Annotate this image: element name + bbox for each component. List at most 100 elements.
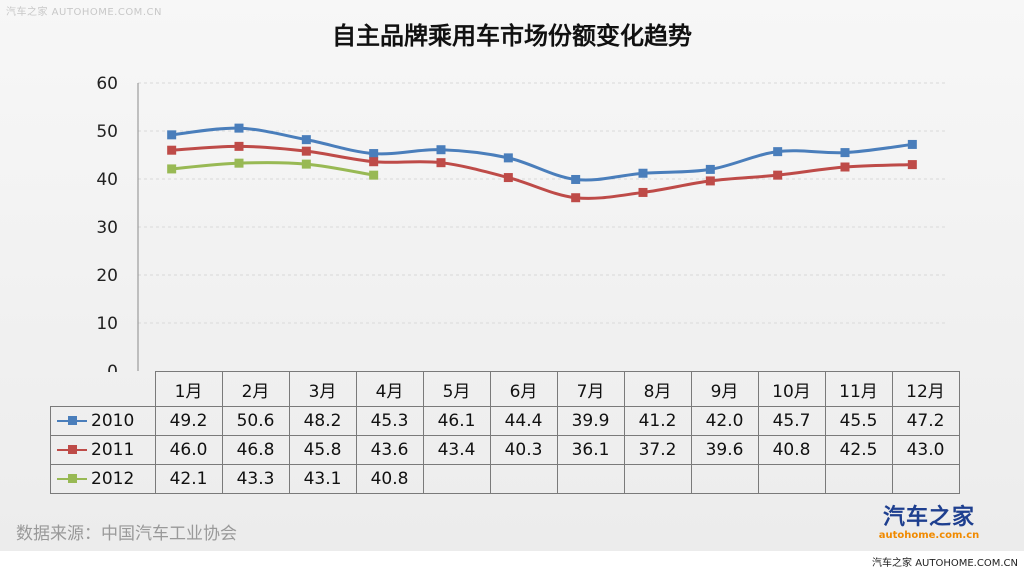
- data-label: [891, 464, 960, 494]
- data-label: [623, 464, 692, 494]
- data-label: 45.5: [824, 406, 893, 436]
- autohome-logo: 汽车之家 autohome.com.cn: [874, 506, 984, 542]
- data-label: 46.8: [221, 435, 290, 465]
- logo-text-cn: 汽车之家: [882, 505, 975, 530]
- data-table: 1月 2月 3月 4月 5月 6月 7月 8月 9月 10月 11月 12月 2010 49.2 50.6 4…: [50, 371, 960, 494]
- chart-title: 自主品牌乘用车市场份额变化趋势: [332, 22, 692, 50]
- data-label: 40.3: [489, 435, 558, 465]
- data-label: [422, 464, 491, 494]
- data-label: 43.3: [221, 464, 290, 494]
- data-point-2012: [301, 159, 311, 169]
- y-tick-label: 30: [96, 218, 118, 238]
- category-label: 2月: [221, 371, 290, 407]
- data-label: [690, 464, 759, 494]
- data-label: 46.0: [154, 435, 223, 465]
- data-point-2011: [436, 158, 446, 168]
- data-label: 42.0: [690, 406, 759, 436]
- data-label: 41.2: [623, 406, 692, 436]
- footer-watermark: 汽车之家 AUTOHOME.COM.CN: [872, 558, 1018, 569]
- data-label: 42.1: [154, 464, 223, 494]
- source-note: 数据来源：中国汽车工业协会: [16, 524, 237, 544]
- data-label: [824, 464, 893, 494]
- data-label: 39.6: [690, 435, 759, 465]
- y-tick-label: 60: [96, 74, 118, 94]
- line-chart: 0 10 20 30 40 50 60: [96, 74, 946, 372]
- data-label: 43.0: [891, 435, 960, 465]
- data-label: 48.2: [288, 406, 357, 436]
- legend-swatch: [57, 445, 87, 454]
- data-label: 47.2: [891, 406, 960, 436]
- data-label: 37.2: [623, 435, 692, 465]
- data-point-2011: [773, 170, 783, 180]
- category-label: 8月: [623, 371, 692, 407]
- data-point-2011: [705, 176, 715, 186]
- data-label: 36.1: [556, 435, 625, 465]
- category-label: 9月: [690, 371, 759, 407]
- table-row: 2010 49.2 50.6 48.2 45.3 46.1 44.4 39.9 41.2 42.0…: [50, 406, 960, 436]
- data-point-2011: [301, 146, 311, 156]
- data-label: 40.8: [757, 435, 826, 465]
- logo-text-en: autohome.com.cn: [878, 530, 980, 541]
- data-label: 43.4: [422, 435, 491, 465]
- data-point-2010: [907, 139, 917, 149]
- data-label: 43.6: [355, 435, 424, 465]
- category-label: 7月: [556, 371, 625, 407]
- category-label: 6月: [489, 371, 558, 407]
- data-label: [556, 464, 625, 494]
- data-point-2010: [638, 168, 648, 178]
- legend-entry: 2012: [50, 464, 156, 494]
- data-point-2011: [638, 187, 648, 197]
- legend-entry: 2010: [50, 406, 156, 436]
- data-point-2011: [503, 173, 513, 183]
- series-line-2012: [171, 161, 374, 177]
- table-corner: [50, 371, 156, 407]
- series-line-2010: [171, 126, 913, 182]
- data-point-2010: [503, 153, 513, 163]
- category-label: 10月: [757, 371, 826, 407]
- legend-swatch: [57, 474, 87, 483]
- top-watermark: 汽车之家 AUTOHOME.COM.CN: [6, 7, 162, 18]
- series-line-2011: [171, 144, 913, 200]
- data-point-2010: [301, 135, 311, 145]
- y-tick-label: 20: [96, 266, 118, 286]
- category-label: 12月: [891, 371, 960, 407]
- data-label: 45.3: [355, 406, 424, 436]
- data-point-2010: [436, 145, 446, 155]
- data-point-2011: [571, 193, 581, 203]
- table-row: 2011 46.0 46.8 45.8 43.6 43.4 40.3 36.1 37.2 39.6…: [50, 435, 960, 465]
- data-point-2012: [167, 164, 177, 174]
- data-label: 40.8: [355, 464, 424, 494]
- category-label: 3月: [288, 371, 357, 407]
- y-tick-label: 0: [107, 362, 118, 372]
- data-point-2010: [571, 174, 581, 184]
- data-point-2011: [907, 160, 917, 170]
- category-label: 5月: [422, 371, 491, 407]
- legend-swatch: [57, 416, 87, 425]
- y-tick-label: 10: [96, 314, 118, 334]
- category-label: 4月: [355, 371, 424, 407]
- category-label: 1月: [154, 371, 223, 407]
- y-tick-label: 40: [96, 170, 118, 190]
- data-point-2010: [234, 123, 244, 133]
- legend-entry: 2011: [50, 435, 156, 465]
- data-point-2010: [840, 148, 850, 158]
- data-point-2012: [369, 170, 379, 180]
- data-label: 50.6: [221, 406, 290, 436]
- legend-label: 2012: [91, 469, 135, 489]
- data-label: 39.9: [556, 406, 625, 436]
- legend-label: 2010: [91, 411, 135, 431]
- data-label: 46.1: [422, 406, 491, 436]
- data-label: 43.1: [288, 464, 357, 494]
- data-point-2011: [234, 141, 244, 151]
- data-label: 49.2: [154, 406, 223, 436]
- data-label: 45.8: [288, 435, 357, 465]
- data-label: 42.5: [824, 435, 893, 465]
- data-label: [489, 464, 558, 494]
- data-point-2011: [167, 145, 177, 155]
- legend-label: 2011: [91, 440, 135, 460]
- data-point-2011: [840, 162, 850, 172]
- data-point-2010: [369, 149, 379, 159]
- data-point-2012: [234, 158, 244, 168]
- category-label: 11月: [824, 371, 893, 407]
- data-label: 45.7: [757, 406, 826, 436]
